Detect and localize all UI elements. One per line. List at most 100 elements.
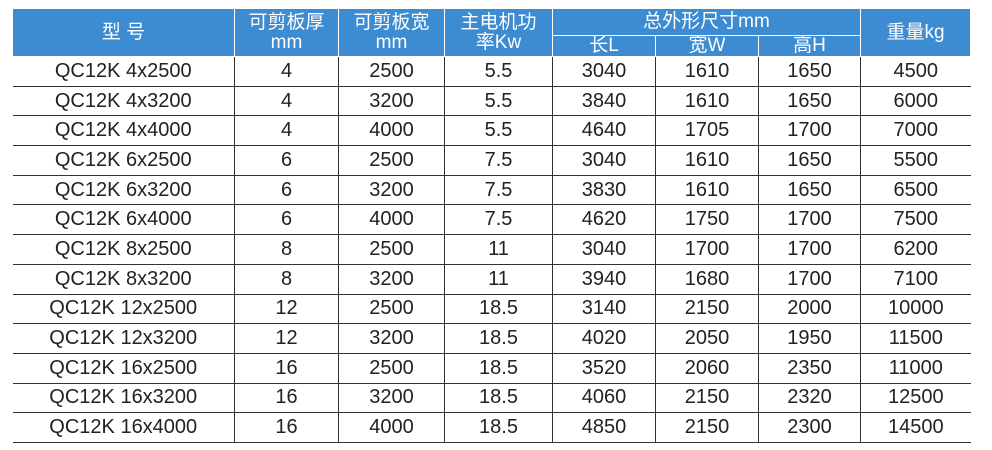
table-cell: QC12K 6x2500 — [12, 145, 235, 176]
table-cell: 4620 — [552, 204, 656, 236]
table-cell: 12 — [234, 294, 339, 325]
header-line: 率Kw — [475, 31, 522, 53]
table-cell: 1610 — [655, 86, 759, 117]
header-cell: 可剪板宽 mm — [338, 8, 445, 57]
table-row: QC12K 6x4000 6 4000 7.5 4620 1750 1700 7500 — [12, 204, 971, 236]
table-cell: 16 — [234, 353, 339, 384]
table-cell: QC12K 8x3200 — [12, 264, 235, 295]
table-cell: 3520 — [552, 353, 656, 384]
table-cell: 10000 — [860, 294, 971, 325]
table-cell: 12 — [234, 323, 339, 354]
table-cell: 1650 — [757, 145, 861, 176]
table-cell: 2500 — [338, 56, 445, 87]
table-cell: 2150 — [655, 383, 759, 414]
header-cell: 重量kg — [860, 8, 972, 57]
table-cell: 7.5 — [444, 175, 553, 206]
table-cell: 3200 — [338, 323, 445, 354]
table-cell: 4060 — [552, 383, 656, 414]
table-cell: 3040 — [552, 56, 656, 87]
table-cell: 3830 — [552, 175, 656, 206]
header-cell: 型 号 — [12, 8, 235, 57]
table-cell: 1705 — [655, 115, 759, 147]
table-cell: 8 — [234, 234, 339, 265]
table-cell: 4000 — [338, 412, 445, 443]
table-cell: 2300 — [757, 412, 861, 443]
table-cell: 1700 — [757, 264, 861, 295]
table-cell: 3940 — [552, 264, 656, 295]
header-line: mm — [270, 31, 303, 53]
header-line: 可剪板宽 — [353, 11, 430, 33]
table-cell: 1610 — [655, 145, 759, 176]
header-line: mm — [375, 31, 408, 53]
table-cell: 2320 — [757, 383, 861, 414]
table-cell: 1700 — [757, 234, 861, 265]
table-cell: 3200 — [338, 264, 445, 295]
table-cell: 2050 — [655, 323, 759, 354]
table-cell: 18.5 — [444, 294, 553, 325]
table-cell: 6 — [234, 175, 339, 206]
table-cell: 18.5 — [444, 353, 553, 384]
table-cell: 1700 — [757, 115, 861, 147]
table-row: QC12K 12x2500 12 2500 18.5 3140 2150 2000 10000 — [12, 294, 971, 325]
header-cell: 主电机功 率Kw — [444, 8, 553, 57]
table-cell: 5500 — [860, 145, 971, 176]
table-cell: 7100 — [860, 264, 971, 295]
table-row: QC12K 16x3200 16 3200 18.5 4060 2150 2320 12500 — [12, 383, 971, 414]
table-cell: 4640 — [552, 115, 656, 147]
table-cell: 3200 — [338, 383, 445, 414]
table-cell: QC12K 4x4000 — [12, 115, 235, 147]
table-row: QC12K 6x3200 6 3200 7.5 3830 1610 1650 6500 — [12, 175, 971, 206]
table-cell: 2350 — [757, 353, 861, 384]
table-cell: 7.5 — [444, 145, 553, 176]
table-cell: 1700 — [655, 234, 759, 265]
table-cell: QC12K 16x4000 — [12, 412, 235, 443]
table-cell: 2000 — [757, 294, 861, 325]
header-cell: 高H — [757, 35, 862, 57]
table-cell: 18.5 — [444, 323, 553, 354]
table-cell: QC12K 6x4000 — [12, 204, 235, 236]
table-cell: 1700 — [757, 204, 861, 236]
table-row: QC12K 4x3200 4 3200 5.5 3840 1610 1650 6000 — [12, 86, 971, 117]
table-cell: 18.5 — [444, 383, 553, 414]
table-cell: 4 — [234, 56, 339, 87]
table-cell: 5.5 — [444, 86, 553, 117]
header-line: 主电机功 — [460, 11, 537, 33]
table-cell: 5.5 — [444, 115, 553, 147]
table-row: QC12K 6x2500 6 2500 7.5 3040 1610 1650 5500 — [12, 145, 971, 176]
table-cell: 11000 — [860, 353, 971, 384]
table-cell: 11500 — [860, 323, 971, 354]
table-cell: QC12K 12x3200 — [12, 323, 235, 354]
table-cell: 3140 — [552, 294, 656, 325]
table-cell: 1610 — [655, 175, 759, 206]
spec-table: 型 号 可剪板厚 mm 可剪板宽 mm 主电机功 率Kw 总外形尺寸mm 重量kg 长… — [12, 8, 972, 443]
table-cell: 2500 — [338, 294, 445, 325]
table-cell: 1610 — [655, 56, 759, 87]
table-cell: 6500 — [860, 175, 971, 206]
table-cell: 7500 — [860, 204, 971, 236]
table-cell: QC12K 4x3200 — [12, 86, 235, 117]
table-cell: 1750 — [655, 204, 759, 236]
table-cell: 4 — [234, 115, 339, 147]
table-cell: 2500 — [338, 353, 445, 384]
table-cell: 6 — [234, 145, 339, 176]
table-cell: QC12K 6x3200 — [12, 175, 235, 206]
table-cell: QC12K 16x2500 — [12, 353, 235, 384]
header-cell: 宽W — [655, 35, 759, 57]
table-cell: QC12K 4x2500 — [12, 56, 235, 87]
header-row: 型 号 可剪板厚 mm 可剪板宽 mm 主电机功 率Kw 总外形尺寸mm 重量kg — [12, 8, 972, 57]
table-cell: 4000 — [338, 115, 445, 147]
table-body: QC12K 4x2500 4 2500 5.5 3040 1610 1650 4500 QC12… — [12, 56, 971, 443]
table-cell: 12500 — [860, 383, 971, 414]
table-cell: 4020 — [552, 323, 656, 354]
table-cell: 2500 — [338, 234, 445, 265]
header-row: 长L 宽W 高H — [13, 35, 971, 57]
table-cell: 6 — [234, 204, 339, 236]
table-cell: 16 — [234, 383, 339, 414]
table-cell: 2500 — [338, 145, 445, 176]
table-cell: 6200 — [860, 234, 971, 265]
table-cell: 4 — [234, 86, 339, 117]
table-cell: 3200 — [338, 175, 445, 206]
table-cell: 6000 — [860, 86, 971, 117]
table-cell: 1680 — [655, 264, 759, 295]
